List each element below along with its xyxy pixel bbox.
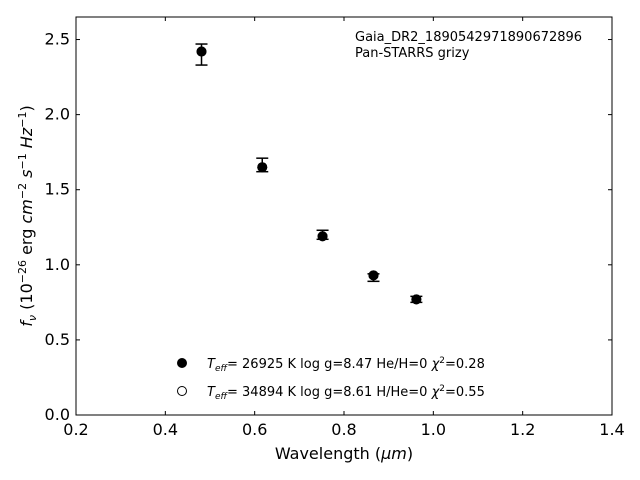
model-point-open [317, 231, 328, 242]
y-tick-label: 2.5 [45, 30, 70, 49]
x-axis: 0.2 0.4 0.6 0.8 1.0 1.2 1.4 [63, 17, 625, 439]
y-tick-label: 0.0 [45, 405, 70, 424]
x-tick-label: 0.4 [153, 420, 178, 439]
x-tick-label: 0.8 [331, 420, 356, 439]
annotation-source-id: Gaia_DR2_1890542971890672896 [355, 30, 582, 45]
y-axis-title: fν (10−26 erg cm−2 s−1 Hz−1) [16, 105, 39, 326]
model-point-open [411, 294, 422, 305]
x-tick-label: 0.6 [242, 420, 267, 439]
model-point-open [257, 162, 268, 173]
error-bars [195, 43, 423, 304]
x-tick-label: 1.4 [599, 420, 624, 439]
annotation-survey: Pan-STARRS grizy [355, 46, 470, 61]
y-tick-label: 2.0 [45, 105, 70, 124]
data-points [196, 46, 422, 305]
y-tick-label: 1.5 [45, 180, 70, 199]
legend-label-filled: Teff= 26925 K log g=8.47 He/H=0 χ2=0.28 [207, 356, 485, 374]
y-axis: 0.0 0.5 1.0 1.5 2.0 2.5 [45, 30, 612, 424]
legend-label-open: Teff= 34894 K log g=8.61 H/He=0 χ2=0.55 [207, 384, 485, 402]
y-tick-label: 1.0 [45, 255, 70, 274]
legend-marker-filled [177, 358, 187, 368]
x-axis-title: Wavelength (μm) [275, 444, 413, 463]
legend-marker-open [177, 386, 187, 396]
x-tick-label: 1.2 [510, 420, 535, 439]
model-point-open [196, 46, 207, 57]
x-tick-label: 0.2 [63, 420, 88, 439]
model-point-open [368, 270, 379, 281]
y-tick-label: 0.5 [45, 330, 70, 349]
legend: Teff= 26925 K log g=8.47 He/H=0 χ2=0.28 … [177, 356, 485, 402]
plot-frame [75, 16, 613, 416]
x-tick-label: 1.0 [421, 420, 446, 439]
